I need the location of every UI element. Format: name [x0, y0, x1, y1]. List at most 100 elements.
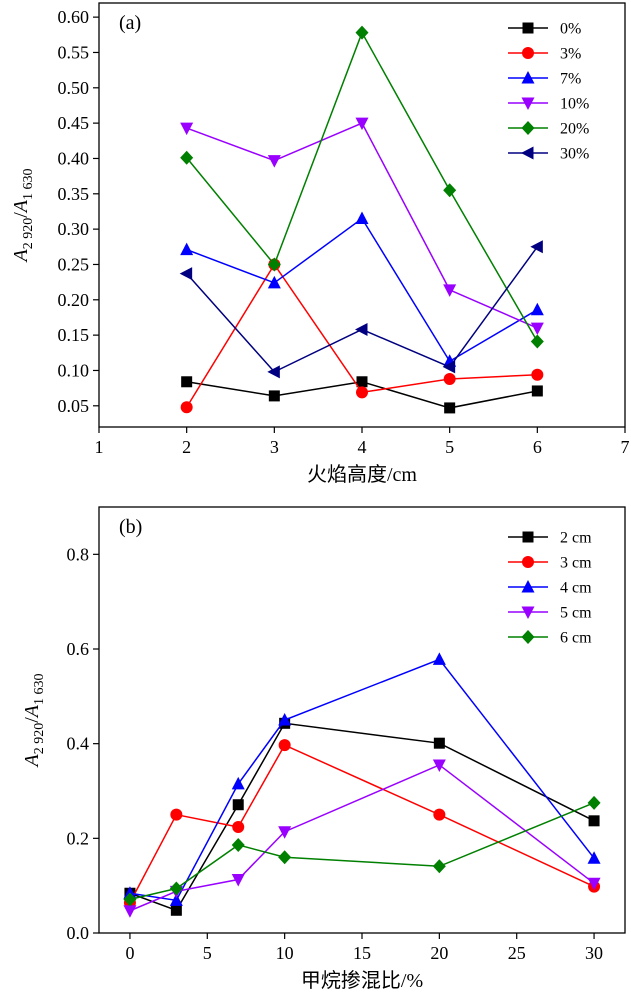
data-point [267, 275, 281, 289]
data-point [432, 652, 446, 665]
data-point [180, 242, 194, 256]
data-point [181, 376, 193, 388]
series-7- [180, 211, 544, 367]
legend-entry: 0% [508, 21, 581, 38]
legend-marker [521, 121, 535, 135]
data-point [123, 905, 137, 918]
plot-frame [98, 506, 626, 934]
data-point [278, 713, 292, 726]
y-tick-label: 0.15 [58, 325, 90, 345]
y-axis-label: A2 920/A1 630 [21, 674, 47, 769]
data-point [530, 322, 544, 336]
x-axis-label: 火焰高度/cm [307, 463, 417, 486]
y-tick-label: 0.6 [67, 639, 90, 659]
data-point [232, 820, 245, 833]
y-tick-label: 0.20 [58, 290, 90, 310]
x-tick-label: 20 [430, 943, 448, 963]
legend-marker [522, 531, 534, 543]
data-point [432, 859, 446, 874]
data-point [530, 240, 543, 254]
y-tick-label: 0.35 [58, 184, 90, 204]
x-tick-label: 5 [203, 943, 212, 963]
legend-marker [521, 146, 534, 160]
legend-marker [521, 71, 535, 84]
chart-panel-a: 1 2 3 4 5 6 7 0.05 0.10 0.15 0.20 0.25 0.30 0.35 0.40 0… [10, 2, 630, 486]
chart-panel-b: 0 5 10 15 20 25 30 0.0 0.2 0.4 0.6 0.8 (b) 甲烷掺混比/% A2 … [21, 506, 626, 992]
legend-marker [521, 606, 535, 619]
y-tick-label: 0.8 [67, 544, 90, 564]
panel-label: (a) [119, 12, 141, 34]
data-point [530, 302, 544, 316]
series-line [186, 246, 538, 373]
data-point [588, 815, 600, 827]
series-5-cm [123, 759, 601, 918]
series-30- [179, 240, 543, 379]
data-point [180, 401, 193, 414]
x-tick-label: 25 [508, 943, 526, 963]
legend-marker [522, 556, 534, 568]
data-point [180, 150, 194, 165]
series-6-cm [123, 795, 601, 907]
data-point [355, 211, 369, 225]
data-point [531, 385, 543, 397]
legend-label: 3% [560, 46, 581, 63]
data-point [587, 877, 601, 891]
legend-label: 20% [560, 121, 589, 138]
y-axis-label: A2 920/A1 630 [10, 169, 36, 264]
data-point [278, 850, 292, 865]
y-tick-label: 0.0 [67, 923, 90, 943]
legend-label: 5 cm [560, 605, 592, 622]
data-point [278, 739, 291, 752]
legend-entry: 6 cm [508, 630, 592, 647]
series-line [186, 122, 538, 329]
legend-marker [522, 47, 534, 59]
data-point [355, 25, 369, 40]
series-20- [180, 25, 544, 349]
data-point [231, 776, 245, 790]
legend-label: 30% [560, 146, 589, 163]
legend-label: 7% [560, 71, 581, 88]
x-tick-label: 30 [585, 943, 603, 963]
data-point [123, 892, 137, 907]
data-point [170, 808, 183, 821]
y-tick-label: 0.50 [58, 78, 90, 98]
data-point [432, 759, 446, 772]
data-point [443, 372, 456, 385]
data-point [355, 322, 368, 336]
legend-entry: 3% [508, 46, 581, 63]
data-point [231, 874, 245, 887]
data-point [179, 267, 193, 281]
data-point [267, 365, 280, 379]
data-point [587, 851, 601, 864]
y-tick-label: 0.25 [58, 254, 90, 274]
legend-entry: 20% [508, 121, 589, 138]
data-point [268, 390, 280, 402]
data-point [231, 837, 245, 852]
x-tick-label: 5 [445, 437, 454, 457]
data-point [433, 808, 446, 821]
x-tick-label: 2 [182, 437, 191, 457]
series-line [129, 722, 595, 912]
y-tick-label: 0.60 [58, 7, 90, 27]
series-10- [180, 117, 544, 336]
series-line [129, 802, 595, 901]
x-tick-label: 10 [276, 943, 294, 963]
data-point [443, 284, 457, 297]
legend-label: 10% [560, 96, 589, 113]
data-point [587, 795, 601, 810]
series-0- [181, 376, 543, 414]
legend-entry: 7% [508, 71, 581, 88]
series-line [129, 744, 595, 904]
x-tick-label: 7 [621, 437, 630, 457]
data-point [169, 893, 183, 906]
legend-label: 0% [560, 21, 581, 38]
series-3-cm [123, 739, 601, 909]
series-line [186, 30, 538, 342]
data-point [355, 117, 369, 131]
legend-marker [521, 580, 535, 593]
x-tick-label: 4 [358, 437, 367, 457]
data-point [278, 826, 292, 839]
y-tick-label: 0.55 [58, 42, 90, 62]
series-2-cm [124, 717, 600, 916]
